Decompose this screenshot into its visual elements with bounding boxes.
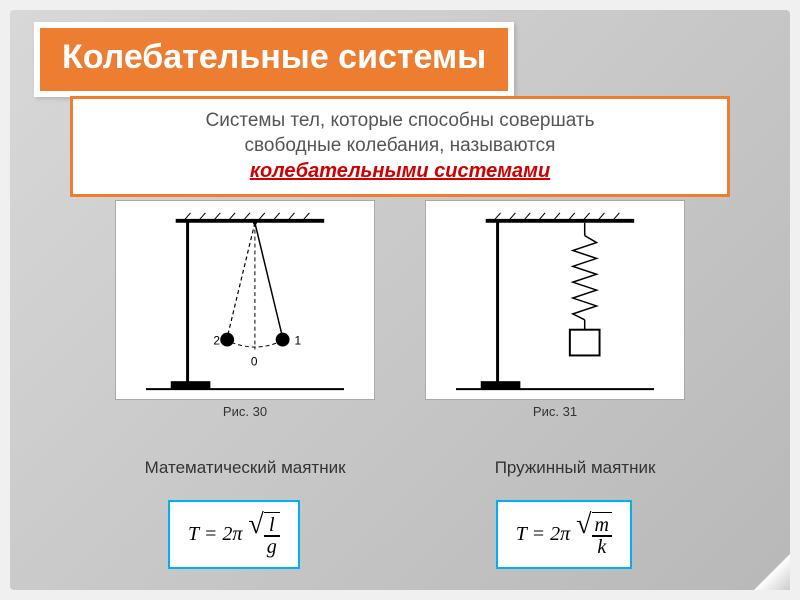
pendulum-labels-row: Математический маятник Пружинный маятник [70,458,730,478]
sqrt-icon: √ m k [576,512,612,557]
formulas-row: T = 2π √ l g T = 2π √ m k [70,500,730,569]
pendulum-label-1: 1 [295,334,302,348]
title-box: Колебательные системы [34,22,514,97]
figure-caption-left: Рис. 30 [223,404,267,419]
definition-box: Системы тел, которые способны совершать … [70,96,730,197]
figure-math-pendulum: 2 0 1 Рис. 30 [110,200,380,440]
formula-math-pendulum: T = 2π √ l g [168,500,300,569]
figure-spring-pendulum: Рис. 31 [420,200,690,440]
label-spring-pendulum: Пружинный маятник [495,458,656,478]
definition-highlight: колебательными системами [93,158,707,184]
corner-fold-icon [754,554,790,590]
figures-row: 2 0 1 Рис. 30 [100,200,700,440]
pendulum-label-0: 0 [251,354,258,368]
title-text: Колебательные системы [62,38,486,77]
spring-pendulum-svg [425,200,685,400]
slide: Колебательные системы Системы тел, котор… [10,10,790,590]
figure-caption-right: Рис. 31 [533,404,577,419]
sqrt-icon: √ l g [248,512,279,557]
math-pendulum-svg: 2 0 1 [115,200,375,400]
definition-line1: Системы тел, которые способны совершать [93,109,707,134]
definition-line2: свободные колебания, называются [93,134,707,159]
pendulum-label-2: 2 [213,334,220,348]
formula-spring-pendulum: T = 2π √ m k [496,500,632,569]
label-math-pendulum: Математический маятник [145,458,346,478]
